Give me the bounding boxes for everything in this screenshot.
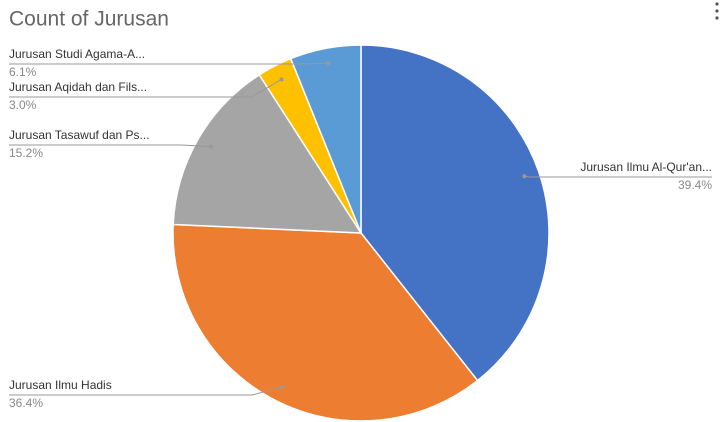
leader-line bbox=[9, 62, 329, 65]
pie-slice bbox=[289, 44, 362, 234]
slice-label: Jurusan Ilmu Hadis bbox=[9, 378, 112, 392]
slice-value-label: 15.2% bbox=[9, 146, 43, 160]
pie-slice bbox=[360, 44, 550, 382]
slice-value-label: 6.1% bbox=[9, 65, 37, 79]
menu-dot bbox=[715, 16, 719, 20]
slice-label: Jurusan Tasawuf dan Ps... bbox=[9, 128, 150, 142]
slice-label: Jurusan Ilmu Al-Qur'an... bbox=[580, 160, 712, 174]
leader-line bbox=[9, 144, 212, 148]
leader-dot bbox=[209, 144, 214, 149]
menu-dot bbox=[715, 9, 719, 13]
slice-value-label: 36.4% bbox=[9, 396, 43, 410]
leader-line bbox=[9, 78, 282, 98]
menu-icon[interactable] bbox=[715, 2, 719, 20]
leader-dot bbox=[522, 174, 527, 179]
menu-dot bbox=[715, 2, 719, 6]
pie-slice bbox=[172, 73, 363, 234]
leader-dot bbox=[280, 384, 285, 389]
leader-dot bbox=[279, 77, 284, 82]
slice-value-label: 39.4% bbox=[678, 178, 712, 192]
leader-dot bbox=[326, 61, 331, 66]
pie-slice bbox=[172, 223, 479, 422]
slice-value-label: 3.0% bbox=[9, 98, 37, 112]
slice-label: Jurusan Studi Agama-A... bbox=[9, 47, 145, 61]
slice-label: Jurusan Aqidah dan Fils... bbox=[9, 80, 147, 94]
chart-title: Count of Jurusan bbox=[9, 8, 169, 31]
leader-line bbox=[9, 386, 283, 396]
